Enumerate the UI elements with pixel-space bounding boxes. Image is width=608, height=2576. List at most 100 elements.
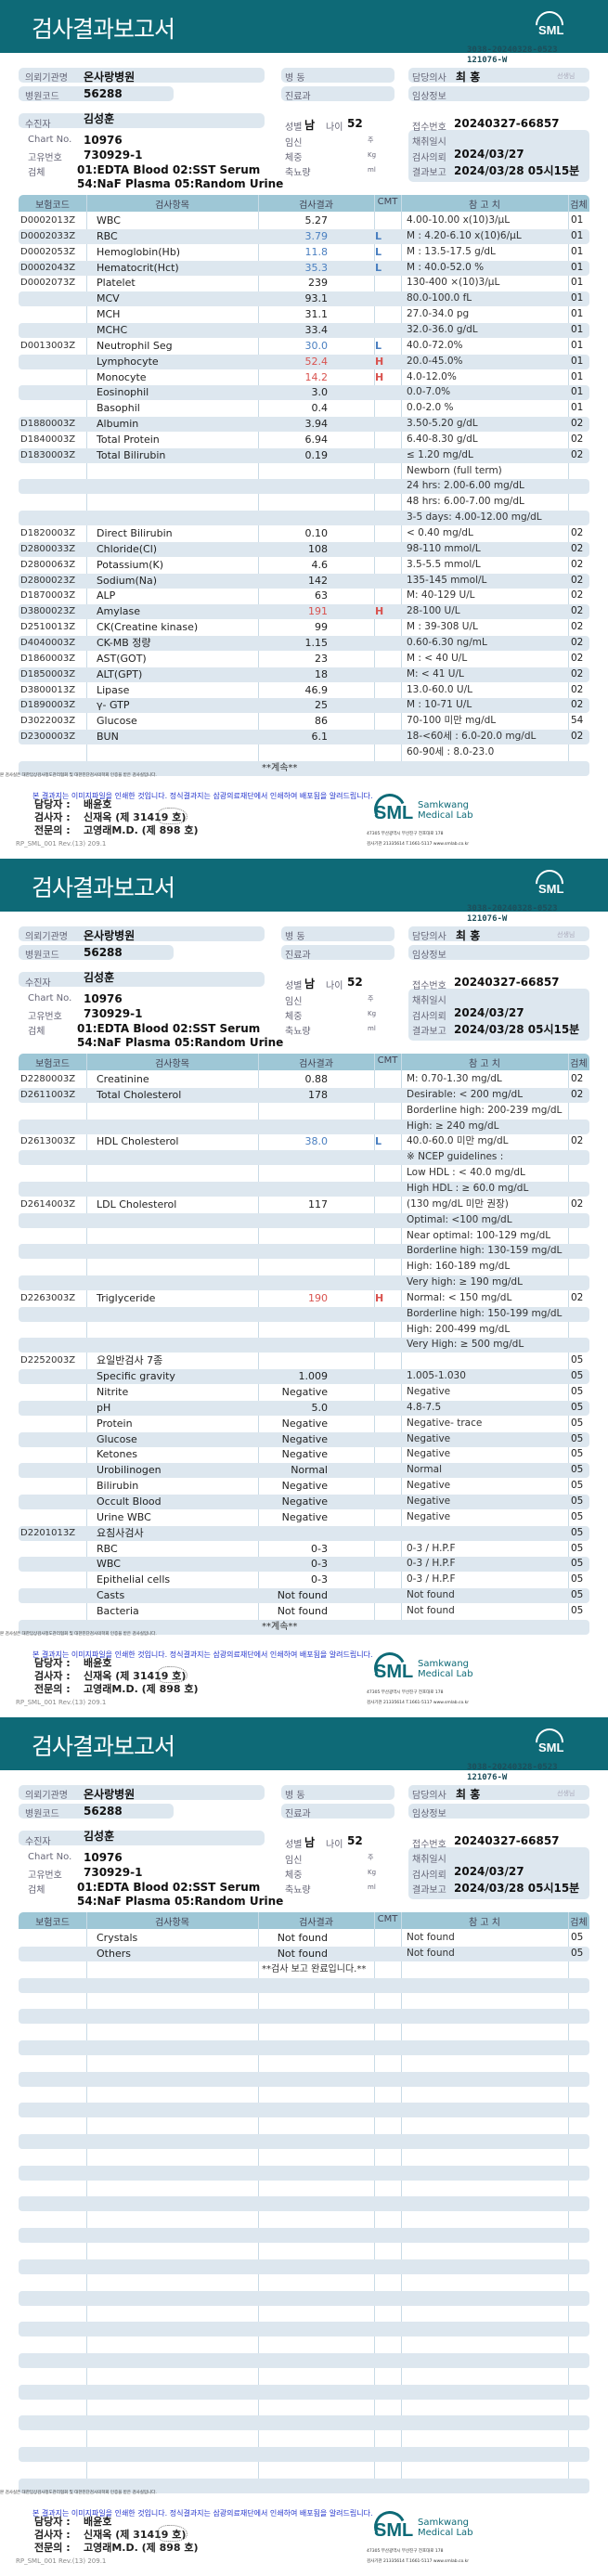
table-row: D3022003Z Glucose 86 70-100 미만 mg/dL 54 xyxy=(19,713,589,729)
tester-label: 검사자 : xyxy=(34,1670,71,1682)
table-row: D2800033Z Chloride(Cl) 108 98-110 mmol/L 02 xyxy=(19,541,589,557)
specialist-label: 전문의 : xyxy=(34,1683,71,1695)
specimen-code: 02 xyxy=(571,699,584,711)
weight-label: 체중 xyxy=(285,153,303,163)
test-result: 30.0 xyxy=(304,339,329,352)
page-end-note: **계속** xyxy=(262,762,298,773)
row-stripe xyxy=(19,1275,589,1291)
test-name: LDL Cholesterol xyxy=(97,1197,177,1210)
table-row: D0002033Z RBC 3.79 L M : 4.20-6.10 x(10)6/μL… xyxy=(19,228,589,244)
specimen-code: 02 xyxy=(571,1135,584,1147)
manager-label: 담당자 : xyxy=(34,798,71,810)
hospital-code-label: 병원코드 xyxy=(25,1809,59,1819)
result-flag: L xyxy=(375,245,382,258)
doctor-label: 담당의사 xyxy=(412,73,446,84)
reference-range: Newborn (full term) xyxy=(407,464,502,476)
logo-text: SML xyxy=(538,882,564,896)
row-stripe xyxy=(19,260,589,276)
certification-note: 본 검사실은 대한임상검사정도관리협회 및 대한진단검사의학회 인증을 받은 검… xyxy=(0,2491,157,2495)
table-row: **검사 보고 완료입니다.** xyxy=(19,1961,589,1977)
test-result: 191 xyxy=(308,605,328,618)
specimen-code: 02 xyxy=(571,731,584,743)
row-stripe xyxy=(19,1525,589,1541)
logo-text: SML xyxy=(538,1741,564,1754)
table-row: D2800023Z Sodium(Na) 142 135-145 mmol/L 02 xyxy=(19,573,589,589)
row-stripe xyxy=(19,1463,589,1479)
specimen-line2: 54:NaF Plasma 05:Random Urine xyxy=(77,1036,284,1049)
test-result: Normal xyxy=(291,1464,328,1477)
table-row xyxy=(19,2227,589,2244)
test-name: WBC xyxy=(97,1558,121,1571)
test-name: MCH xyxy=(97,308,121,321)
test-name: Specific gravity xyxy=(97,1370,175,1383)
table-row: MCHC 33.4 32.0-36.0 g/dL 01 xyxy=(19,322,589,338)
doctor-suffix: 선생님 xyxy=(557,1790,576,1797)
table-row xyxy=(19,1977,589,1993)
test-result: Negative xyxy=(281,1432,328,1445)
insurance-code: D1830003Z xyxy=(20,449,76,460)
patient-box xyxy=(19,972,265,987)
table-row: D2510013Z CK(Creatine kinase) 99 M : 39-308… xyxy=(19,619,589,635)
clinical-label: 임상정보 xyxy=(412,92,446,102)
test-name: pH xyxy=(97,1401,111,1414)
row-stripe xyxy=(19,1400,589,1416)
signature-image xyxy=(158,1666,188,1683)
samkwang-logo: SML Samkwang Medical Lab xyxy=(367,2506,487,2548)
hospital-code-box xyxy=(19,86,174,101)
column-header: 보험코드 xyxy=(35,201,70,211)
specimen-code: 02 xyxy=(571,1088,584,1100)
specimen-code: 05 xyxy=(571,1464,584,1476)
table-row: Epithelial cells 0-3 0-3 / H.P.F 05 xyxy=(19,1572,589,1587)
test-name: HDL Cholesterol xyxy=(97,1135,179,1148)
test-name: Lymphocyte xyxy=(97,355,159,368)
specimen-code: 02 xyxy=(571,589,584,602)
hospital-name: 온사랑병원 xyxy=(84,929,136,942)
chart-no: 10976 xyxy=(84,134,123,147)
row-stripe xyxy=(19,1150,589,1166)
row-stripe xyxy=(19,228,589,244)
lab-address: 47305 부산광역시 부산진구 전포대로 178 xyxy=(367,832,444,836)
clinical-label: 임상정보 xyxy=(412,1809,446,1819)
specialist-name: 고영래M.D. (제 898 호) xyxy=(84,2542,199,2554)
urine-label: 축뇨량 xyxy=(285,1027,311,1037)
table-row: 48 hrs: 6.00-7.00 mg/dL xyxy=(19,494,589,510)
reference-range: 3.5-5.5 mmol/L xyxy=(407,558,481,570)
row-stripe xyxy=(19,2103,589,2118)
row-stripe xyxy=(19,698,589,714)
report-page: 검사결과보고서 SML 3038-20240328-0523 121076-W 의뢰기관… xyxy=(0,1717,608,2576)
table-row: D2611003Z Total Cholesterol 178 Desirable: … xyxy=(19,1087,589,1103)
specimen-code: 05 xyxy=(571,1448,584,1460)
samkwang-logo: SML Samkwang Medical Lab xyxy=(367,1648,487,1689)
table-header xyxy=(19,195,589,212)
test-name: CK(Creatine kinase) xyxy=(97,621,199,634)
doctor-suffix: 선생님 xyxy=(557,72,576,80)
specimen-code: 01 xyxy=(571,261,584,273)
insurance-code: D1870003Z xyxy=(20,590,76,602)
lab-name: Samkwang Medical Lab xyxy=(418,1659,473,1679)
request-date: 2024/03/27 xyxy=(454,1865,524,1878)
insurance-code: D1850003Z xyxy=(20,668,76,680)
row-stripe xyxy=(19,1946,589,1961)
sex-label: 성별 xyxy=(285,1840,303,1850)
result-flag: L xyxy=(375,339,382,352)
result-flag: H xyxy=(375,605,384,618)
reference-range: 0.0-2.0 % xyxy=(407,402,454,414)
specimen-code: 05 xyxy=(571,1573,584,1586)
test-result: 0.4 xyxy=(311,402,329,415)
table-row xyxy=(19,2211,589,2227)
row-stripe xyxy=(19,730,589,745)
receipt-no: 20240327-66857 xyxy=(454,1834,560,1847)
specimen-code: 05 xyxy=(571,1354,584,1366)
reference-range: Borderline high: 200-239 mg/dL xyxy=(407,1104,563,1116)
row-stripe xyxy=(19,1119,589,1134)
test-result: 31.1 xyxy=(304,308,329,321)
insurance-code: D2800063Z xyxy=(20,559,76,570)
table-row: ※ NCEP guidelines : xyxy=(19,1149,589,1166)
logo-text: SML xyxy=(374,1662,414,1682)
row-stripe xyxy=(19,354,589,369)
table-row: D2800063Z Potassium(K) 4.6 3.5-5.5 mmol/L 02 xyxy=(19,557,589,573)
specimen-code: 02 xyxy=(571,683,584,695)
test-name: Direct Bilirubin xyxy=(97,527,173,539)
table-row: Borderline high: 130-159 mg/dL xyxy=(19,1243,589,1260)
result-flag: H xyxy=(375,355,384,368)
